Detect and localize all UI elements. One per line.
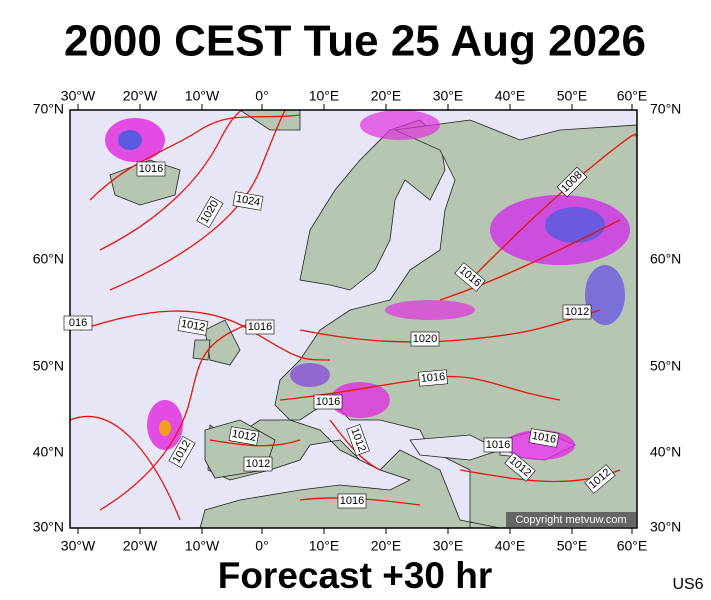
isobar-label-box	[346, 424, 370, 456]
isobar-label-box	[245, 319, 275, 335]
lon-label: 0°	[255, 88, 268, 104]
lon-label: 10°E	[309, 538, 340, 554]
lon-label: 20°E	[371, 88, 402, 104]
isobar-label-text: 1016	[340, 495, 364, 507]
lon-label: 30°E	[433, 88, 464, 104]
title: 2000 CEST Tue 25 Aug 2026	[64, 17, 646, 66]
lon-label: 60°E	[617, 88, 648, 104]
isobar-label: 1016	[418, 369, 448, 387]
lon-label: 20°W	[123, 88, 158, 104]
isobar-label-text: 1016	[486, 439, 510, 451]
isobar-label: 1016	[337, 493, 367, 509]
lon-label: 60°E	[617, 538, 648, 554]
isobar-label-box	[168, 435, 196, 469]
isobar-label-box	[483, 437, 513, 453]
isobar-label-text: 1016	[531, 430, 557, 446]
isobar-label: 1012	[243, 456, 273, 472]
isobar-label: 1016	[136, 161, 166, 177]
isobar-label-box	[177, 316, 209, 336]
isobar-label-box	[454, 262, 486, 292]
lon-label: 40°E	[495, 88, 526, 104]
isobar-label: 1012	[228, 426, 260, 446]
isobar-label-text: 1016	[420, 371, 445, 385]
lon-label: 30°E	[433, 538, 464, 554]
isobar-label-text: 016	[69, 317, 87, 329]
isobar-label-box	[63, 315, 93, 331]
isobar-label-box	[556, 166, 588, 198]
lat-label: 40°N	[650, 444, 681, 460]
lat-label: 70°N	[33, 101, 64, 117]
copyright-box	[506, 512, 636, 527]
lat-label: 50°N	[33, 358, 64, 374]
lon-label: 30°W	[61, 88, 96, 104]
isobar-label-box	[196, 195, 224, 229]
isobar-label-box	[228, 426, 260, 446]
isobars	[70, 110, 637, 521]
isobar-label-text: 1012	[231, 428, 257, 444]
lat-label: 60°N	[650, 251, 681, 267]
isobar-label-box	[418, 369, 448, 387]
isobar-label-box	[410, 331, 440, 347]
code-label: US6	[672, 576, 703, 593]
lat-label: 50°N	[650, 358, 681, 374]
isobar-label-box	[313, 394, 343, 410]
isobar-label: 1024	[232, 191, 264, 211]
isobar-label-box	[584, 464, 616, 494]
lon-label: 50°E	[557, 538, 588, 554]
isobar-label: 1016	[528, 428, 560, 448]
isobar-label: 1012	[346, 424, 370, 456]
isobar-label-text: 1012	[180, 318, 206, 334]
isobar-label-text: 1016	[316, 396, 340, 408]
isobar-label-text: 1012	[565, 306, 589, 318]
isobar-label-text: 1024	[235, 193, 261, 209]
lon-label: 50°E	[557, 88, 588, 104]
lat-label: 60°N	[33, 251, 64, 267]
forecast-label: Forecast +30 hr	[218, 555, 493, 596]
copyright: Copyright metvuw.com	[515, 514, 626, 526]
lat-label: 40°N	[33, 444, 64, 460]
isobar-label-box	[504, 452, 536, 482]
lon-label: 10°E	[309, 88, 340, 104]
isobar-label-box	[243, 456, 273, 472]
lat-label: 70°N	[650, 101, 681, 117]
isobar-label: 1016	[483, 437, 513, 453]
isobar-label: 1016	[313, 394, 343, 410]
isobar-label: 1020	[410, 331, 440, 347]
isobar-label-box	[337, 493, 367, 509]
lon-label: 40°E	[495, 538, 526, 554]
lon-label: 10°W	[185, 88, 220, 104]
lon-label: 20°E	[371, 538, 402, 554]
lon-label: 0°	[255, 538, 268, 554]
isobar-label-text: 1016	[248, 321, 272, 333]
isobar-label-box	[136, 161, 166, 177]
isobar-label-box	[232, 191, 264, 211]
map: Copyright metvuw.com	[69, 109, 638, 529]
isobar-label-text: 1020	[413, 333, 437, 345]
lon-label: 20°W	[123, 538, 158, 554]
isobar-label-text: 1012	[246, 458, 270, 470]
isobar-label: 016	[63, 315, 93, 331]
isobar-label-text: 1016	[139, 163, 163, 175]
lat-label: 30°N	[650, 519, 681, 535]
isobar-label: 1012	[562, 304, 592, 320]
isobar-label: 1016	[245, 319, 275, 335]
isobar-label: 1012	[177, 316, 209, 336]
lon-label: 10°W	[185, 538, 220, 554]
isobar-label-box	[562, 304, 592, 320]
lat-label: 30°N	[33, 519, 64, 535]
lon-label: 30°W	[61, 538, 96, 554]
isobar-label-box	[528, 428, 560, 448]
